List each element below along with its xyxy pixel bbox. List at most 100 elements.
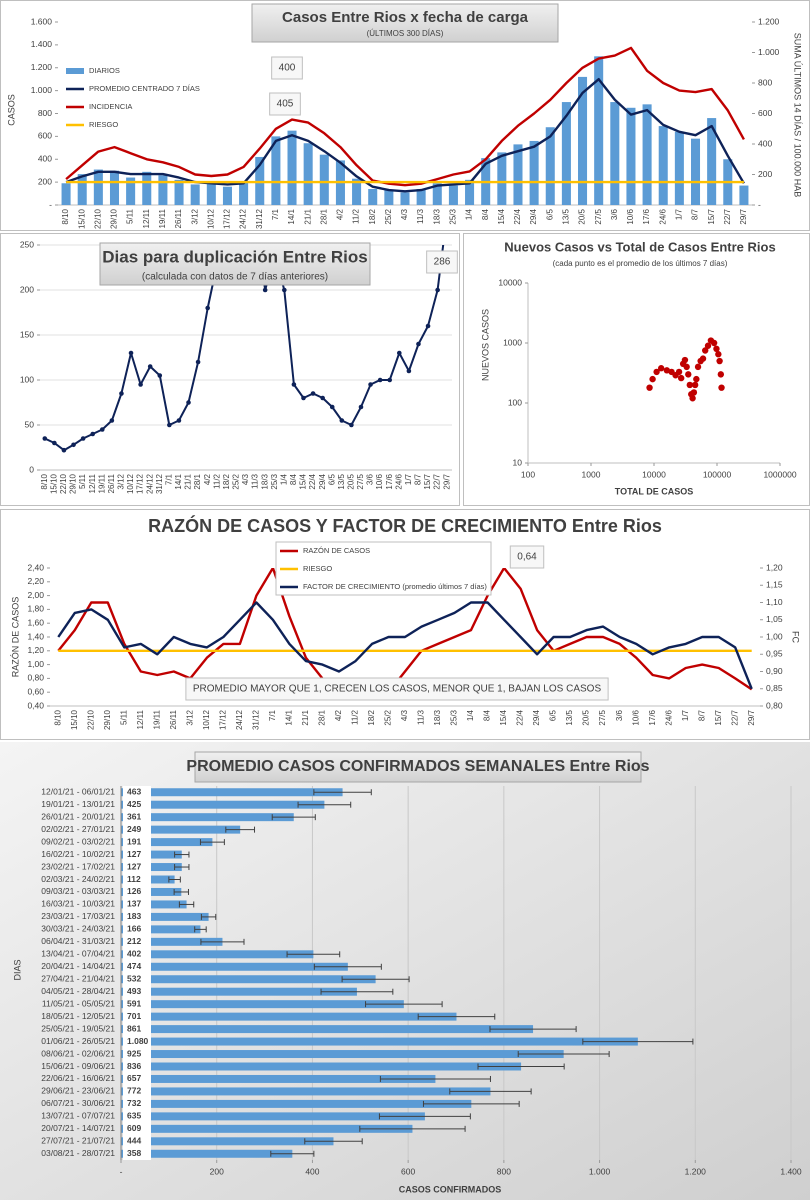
y-tick-label: 10: [513, 457, 523, 467]
series-line: [57, 601, 753, 690]
marker: [349, 422, 354, 428]
bar: [158, 175, 168, 205]
point: [693, 375, 700, 383]
y-tick-label: 1.600: [31, 16, 53, 26]
x-tick-label: 25/2: [384, 208, 393, 224]
x-tick-label: 26/11: [169, 709, 178, 729]
y-axis-label: DIAS: [12, 959, 22, 980]
x-tick-label: 18/3: [432, 208, 441, 224]
chart-subtitle: (ÚLTIMOS 300 DÍAS): [367, 29, 444, 38]
bar: [610, 102, 620, 205]
marker: [109, 418, 115, 423]
y-tick-label: 11/05/21 - 05/05/21: [42, 998, 115, 1008]
point: [677, 374, 685, 382]
x-tick-label: 100: [521, 469, 535, 479]
point: [681, 356, 689, 364]
point: [702, 347, 709, 354]
value-label: 402: [127, 949, 141, 959]
marker: [52, 440, 57, 446]
y2-axis-label: FC: [791, 631, 801, 643]
bar: [121, 1012, 457, 1021]
y-tick-label: 22/06/21 - 16/06/21: [41, 1073, 115, 1083]
x-tick-label: 24/12: [239, 208, 248, 229]
x-tick-label: 8/7: [697, 709, 706, 721]
x-tick-label: 29/4: [532, 709, 541, 725]
value-label: 166: [127, 924, 141, 934]
annotation: 286: [434, 257, 451, 268]
panel: [0, 233, 460, 506]
marker: [195, 359, 201, 365]
bar: [465, 179, 475, 205]
x-tick-label: 3/6: [366, 473, 375, 485]
y-tick-label: 1,10: [766, 597, 783, 607]
bar: [690, 138, 701, 205]
x-tick-label: 17/12: [218, 709, 227, 730]
bar: [121, 800, 325, 809]
legend-label: INCIDENCIA: [89, 102, 132, 111]
x-tick-label: 800: [497, 1166, 511, 1176]
point: [653, 368, 660, 376]
x-tick-label: 17/6: [648, 709, 657, 725]
bar: [658, 126, 668, 205]
x-tick-label: 25/3: [270, 473, 279, 489]
value-label: 126: [127, 886, 141, 896]
bar: [121, 987, 357, 996]
marker: [416, 341, 421, 347]
bar: [303, 143, 313, 205]
x-axis-label: CASOS CONFIRMADOS: [399, 1184, 502, 1194]
x-tick-label: 29/10: [110, 208, 119, 229]
bar: [416, 188, 426, 205]
y-tick-label: 29/06/21 - 23/06/21: [41, 1086, 115, 1096]
x-tick-label: 14/1: [174, 473, 183, 489]
y-tick-label: 27/07/21 - 21/07/21: [41, 1136, 115, 1146]
y-tick-label: 02/02/21 - 27/01/21: [41, 824, 115, 834]
y-axis-label: RAZÓN DE CASOS: [10, 597, 20, 678]
value-label: 609: [127, 1123, 141, 1133]
bar: [121, 1087, 491, 1096]
x-tick-label: 24/12: [145, 473, 154, 494]
y-tick-label: 06/07/21 - 30/06/21: [41, 1098, 115, 1108]
x-tick-label: 13/5: [565, 709, 574, 725]
y-tick-label: -: [758, 199, 761, 209]
marker: [387, 377, 393, 383]
y-tick-label: 0,85: [766, 683, 783, 693]
x-tick-label: 4/2: [203, 473, 212, 485]
value-label: 701: [127, 1011, 141, 1021]
x-tick-label: 10000: [642, 469, 666, 479]
bar: [121, 975, 376, 984]
annotation-box: [269, 92, 301, 116]
bar: [319, 154, 329, 205]
y-tick-label: 1,15: [766, 580, 783, 590]
bar: [121, 788, 343, 797]
bar: [93, 169, 103, 205]
marker: [320, 395, 325, 401]
x-tick-label: 24/6: [658, 208, 667, 224]
x-tick-label: 12/11: [142, 208, 151, 228]
bar: [497, 152, 507, 205]
legend-label: FACTOR DE CRECIMIENTO (promedio últimos …: [303, 582, 487, 591]
bar: [77, 174, 87, 205]
x-tick-label: 29/10: [69, 473, 78, 494]
annotation-box: [271, 56, 303, 80]
x-tick-label: 15/10: [77, 208, 86, 229]
x-tick-label: 22/4: [308, 473, 317, 489]
chart-subtitle: (cada punto es el promedio de los último…: [553, 259, 728, 268]
y-tick-label: 1000: [503, 337, 522, 347]
x-tick-label: 4/2: [336, 208, 345, 220]
point: [704, 342, 712, 349]
annotation: 400: [279, 63, 296, 74]
bar: [287, 130, 297, 205]
y-tick-label: 1.200: [31, 62, 53, 72]
x-tick-label: 26/11: [174, 208, 183, 228]
x-tick-label: 15/7: [707, 208, 716, 224]
x-tick-label: 21/1: [303, 208, 312, 224]
bar: [121, 900, 187, 909]
value-label: 361: [127, 811, 141, 821]
point: [718, 384, 725, 391]
value-label: 861: [127, 1023, 141, 1033]
y-tick-label: 1.000: [758, 47, 780, 57]
value-label: 212: [127, 936, 141, 946]
x-tick-label: 1/7: [681, 709, 690, 721]
bar: [352, 178, 362, 205]
y-tick-label: 12/01/21 - 06/01/21: [41, 786, 115, 796]
